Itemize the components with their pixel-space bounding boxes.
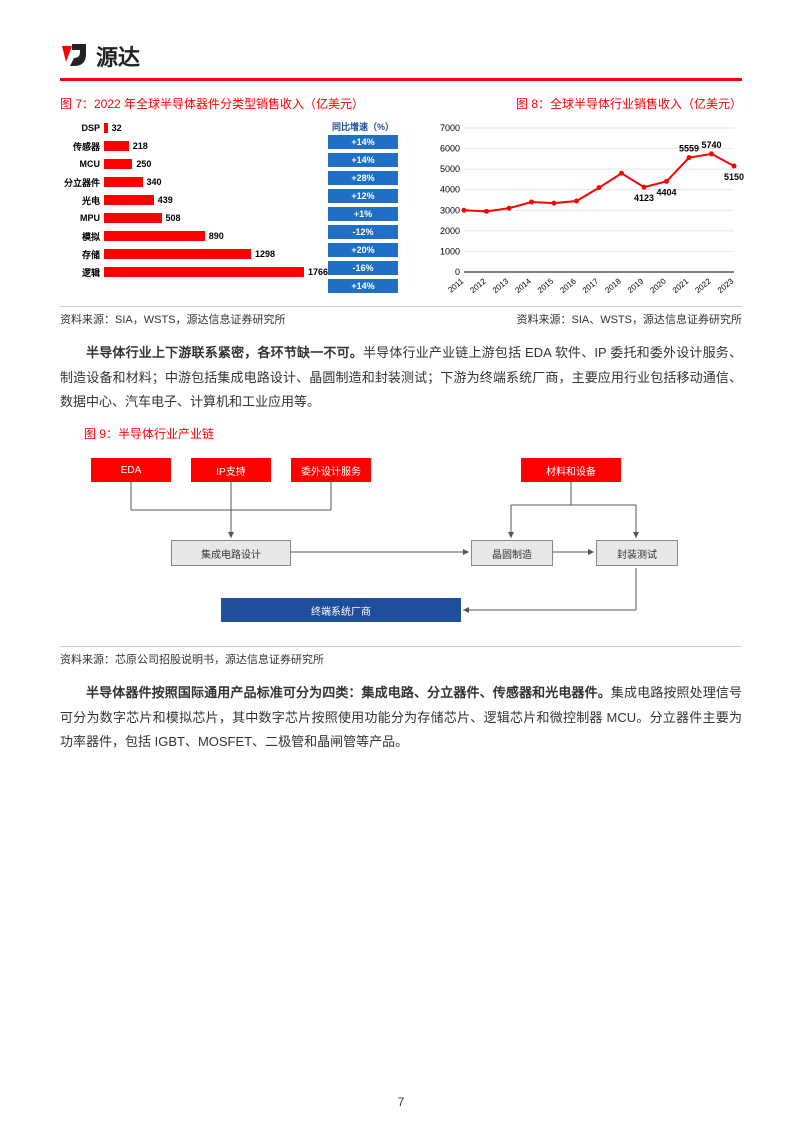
figure-titles-row: 图 7：2022 年全球半导体器件分类型销售收入（亿美元） 图 8：全球半导体行… [60, 95, 742, 112]
sources-row: 资料来源：SIA，WSTS，源达信息证券研究所 资料来源：SIA、WSTS，源达… [60, 306, 742, 327]
growth-cell: +14% [328, 153, 398, 167]
node-materials: 材料和设备 [521, 458, 621, 482]
node-pkg: 封装测试 [596, 540, 678, 566]
growth-header: 同比增速（%） [328, 120, 398, 133]
svg-text:2013: 2013 [491, 276, 511, 295]
hbar-label: 光电 [60, 194, 104, 207]
svg-text:4404: 4404 [656, 187, 676, 197]
node-design-svc: 委外设计服务 [291, 458, 371, 482]
growth-cell: +12% [328, 189, 398, 203]
hbar-label: MPU [60, 213, 104, 223]
svg-text:2012: 2012 [468, 276, 488, 295]
svg-text:2019: 2019 [626, 276, 646, 295]
svg-text:2016: 2016 [558, 276, 578, 295]
svg-text:2023: 2023 [716, 276, 736, 295]
svg-text:2017: 2017 [581, 276, 601, 295]
hbar-label: 逻辑 [60, 266, 104, 279]
svg-text:2011: 2011 [446, 276, 465, 294]
svg-text:6000: 6000 [440, 144, 460, 154]
svg-text:5150: 5150 [724, 172, 744, 182]
svg-text:2018: 2018 [603, 276, 623, 295]
svg-text:2014: 2014 [513, 276, 533, 295]
svg-text:2020: 2020 [648, 276, 668, 295]
node-ip: IP支持 [191, 458, 271, 482]
paragraph-2: 半导体器件按照国际通用产品标准可分为四类：集成电路、分立器件、传感器和光电器件。… [60, 681, 742, 755]
svg-text:0: 0 [455, 267, 460, 277]
svg-text:3000: 3000 [440, 205, 460, 215]
svg-text:5740: 5740 [701, 140, 721, 150]
hbar-label: 分立器件 [60, 176, 104, 189]
hbar-value: 890 [205, 231, 224, 241]
svg-text:7000: 7000 [440, 123, 460, 133]
fig7-title: 图 7：2022 年全球半导体器件分类型销售收入（亿美元） [60, 95, 364, 112]
hbar-bar [104, 159, 132, 169]
fig7-source: 资料来源：SIA，WSTS，源达信息证券研究所 [60, 311, 286, 327]
svg-text:2022: 2022 [693, 276, 713, 295]
node-ic-design: 集成电路设计 [171, 540, 291, 566]
growth-cell: +20% [328, 243, 398, 257]
svg-text:4123: 4123 [634, 193, 654, 203]
hbar-value: 1298 [251, 249, 275, 259]
fig7-chart: DSP 32 传感器 218 MCU 250 分立器件 340 光电 439 MPU 508 模拟 890… [60, 120, 416, 300]
hbar-label: 模拟 [60, 230, 104, 243]
hbar-value: 1766 [304, 267, 328, 277]
svg-text:4000: 4000 [440, 185, 460, 195]
hbar-value: 508 [162, 213, 181, 223]
hbar-label: DSP [60, 123, 104, 133]
hbar-bar [104, 249, 251, 259]
hbar-value: 32 [108, 123, 122, 133]
logo: 源达 [60, 40, 140, 72]
charts-row: DSP 32 传感器 218 MCU 250 分立器件 340 光电 439 MPU 508 模拟 890… [60, 120, 742, 300]
fig9-source: 资料来源：芯原公司招股说明书，源达信息证券研究所 [60, 646, 742, 667]
svg-text:1000: 1000 [440, 246, 460, 256]
hbar-label: 传感器 [60, 140, 104, 153]
growth-cell: +14% [328, 135, 398, 149]
paragraph-1: 半导体行业上下游联系紧密，各环节缺一不可。半导体行业产业链上游包括 EDA 软件… [60, 341, 742, 415]
line-chart-svg: 0100020003000400050006000700020112012201… [432, 120, 742, 300]
hbar-bar [104, 177, 143, 187]
page-header: 源达 [60, 40, 742, 81]
hbar-value: 340 [143, 177, 162, 187]
growth-cell: +1% [328, 207, 398, 221]
growth-cell: -12% [328, 225, 398, 239]
page-number: 7 [398, 1095, 405, 1109]
fig8-title: 图 8：全球半导体行业销售收入（亿美元） [516, 95, 742, 112]
svg-text:2015: 2015 [536, 276, 556, 295]
node-wafer: 晶圆制造 [471, 540, 553, 566]
logo-text: 源达 [96, 40, 140, 72]
hbar-bar [104, 141, 129, 151]
svg-text:5559: 5559 [679, 144, 699, 154]
growth-cell: +14% [328, 279, 398, 293]
growth-cell: +28% [328, 171, 398, 185]
svg-text:2021: 2021 [671, 276, 691, 295]
hbar-value: 250 [132, 159, 151, 169]
hbar-bar [104, 195, 154, 205]
svg-text:5000: 5000 [440, 164, 460, 174]
hbar-label: 存储 [60, 248, 104, 261]
hbar-value: 439 [154, 195, 173, 205]
para2-bold: 半导体器件按照国际通用产品标准可分为四类：集成电路、分立器件、传感器和光电器件。 [86, 685, 611, 700]
fig9-flowchart: EDA IP支持 委外设计服务 材料和设备 集成电路设计 晶圆制造 封装测试 终… [81, 450, 721, 640]
node-end: 终端系统厂商 [221, 598, 461, 622]
hbar-bar [104, 213, 162, 223]
growth-cell: -16% [328, 261, 398, 275]
fig8-chart: 0100020003000400050006000700020112012201… [432, 120, 742, 300]
svg-text:2000: 2000 [440, 226, 460, 236]
hbar-value: 218 [129, 141, 148, 151]
logo-mark-icon [60, 42, 92, 70]
hbar-bar [104, 231, 205, 241]
fig9-title: 图 9：半导体行业产业链 [84, 425, 742, 442]
hbar-bar [104, 267, 304, 277]
hbar-label: MCU [60, 159, 104, 169]
node-eda: EDA [91, 458, 171, 482]
fig8-source: 资料来源：SIA、WSTS，源达信息证券研究所 [516, 311, 742, 327]
para1-bold: 半导体行业上下游联系紧密，各环节缺一不可。 [86, 345, 363, 360]
